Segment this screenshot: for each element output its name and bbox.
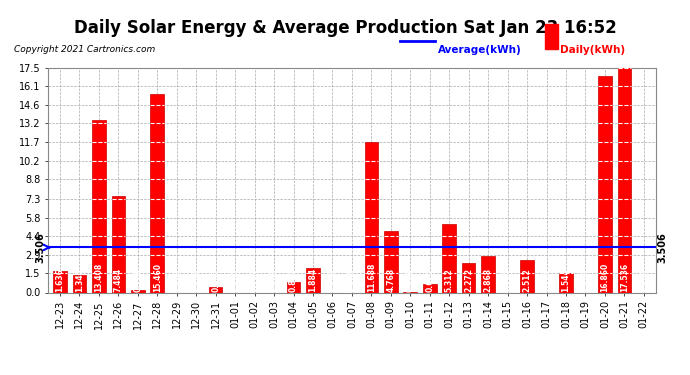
Text: 7.484: 7.484 xyxy=(114,268,123,292)
Text: 13.408: 13.408 xyxy=(95,262,103,292)
Bar xyxy=(131,290,145,292)
Text: 0.000: 0.000 xyxy=(270,268,279,292)
Bar xyxy=(598,76,612,292)
Bar xyxy=(442,224,456,292)
Bar xyxy=(384,231,397,292)
Bar xyxy=(287,282,300,292)
Text: 2.868: 2.868 xyxy=(484,268,493,292)
Text: 0.000: 0.000 xyxy=(328,268,337,292)
Text: 0.176: 0.176 xyxy=(133,268,142,292)
Text: 0.000: 0.000 xyxy=(172,268,181,292)
Text: 1.884: 1.884 xyxy=(308,268,317,292)
Text: 4.768: 4.768 xyxy=(386,268,395,292)
Bar xyxy=(150,94,164,292)
Text: Daily(kWh): Daily(kWh) xyxy=(560,45,625,55)
Text: 0.000: 0.000 xyxy=(347,268,357,292)
Text: Copyright 2021 Cartronics.com: Copyright 2021 Cartronics.com xyxy=(14,45,155,54)
Bar xyxy=(423,284,437,292)
Bar xyxy=(72,275,86,292)
Text: Daily Solar Energy & Average Production Sat Jan 23 16:52: Daily Solar Energy & Average Production … xyxy=(74,19,616,37)
Text: 16.860: 16.860 xyxy=(600,262,609,292)
Text: 3.506: 3.506 xyxy=(658,232,667,263)
Text: 0.000: 0.000 xyxy=(250,268,259,292)
Text: 1.544: 1.544 xyxy=(562,268,571,292)
Text: 3.506: 3.506 xyxy=(35,232,46,263)
Text: 0.672: 0.672 xyxy=(425,268,434,292)
Text: 0.000: 0.000 xyxy=(640,268,649,292)
Text: 1.340: 1.340 xyxy=(75,268,84,292)
Bar xyxy=(462,263,475,292)
Bar xyxy=(112,196,125,292)
Text: 0.812: 0.812 xyxy=(289,268,298,292)
Text: 0.000: 0.000 xyxy=(542,268,551,292)
Bar xyxy=(209,287,222,292)
Bar xyxy=(559,273,573,292)
Text: 0.000: 0.000 xyxy=(192,268,201,292)
Text: 5.312: 5.312 xyxy=(445,268,454,292)
Bar xyxy=(306,268,319,292)
Text: 0.000: 0.000 xyxy=(581,268,590,292)
Text: 1.636: 1.636 xyxy=(55,268,64,292)
Text: 17.536: 17.536 xyxy=(620,263,629,292)
Text: 15.460: 15.460 xyxy=(152,263,161,292)
Bar xyxy=(520,260,534,292)
Text: 0.016: 0.016 xyxy=(406,268,415,292)
Bar xyxy=(618,67,631,292)
Text: 0.000: 0.000 xyxy=(230,268,239,292)
Text: 0.000: 0.000 xyxy=(503,268,512,292)
Text: Average(kWh): Average(kWh) xyxy=(438,45,522,55)
Bar xyxy=(53,272,67,292)
Text: 0.432: 0.432 xyxy=(211,268,220,292)
Bar xyxy=(92,120,106,292)
Text: 2.272: 2.272 xyxy=(464,268,473,292)
Text: 2.512: 2.512 xyxy=(522,268,531,292)
Bar xyxy=(364,142,378,292)
Bar xyxy=(482,256,495,292)
Text: 11.688: 11.688 xyxy=(367,262,376,292)
